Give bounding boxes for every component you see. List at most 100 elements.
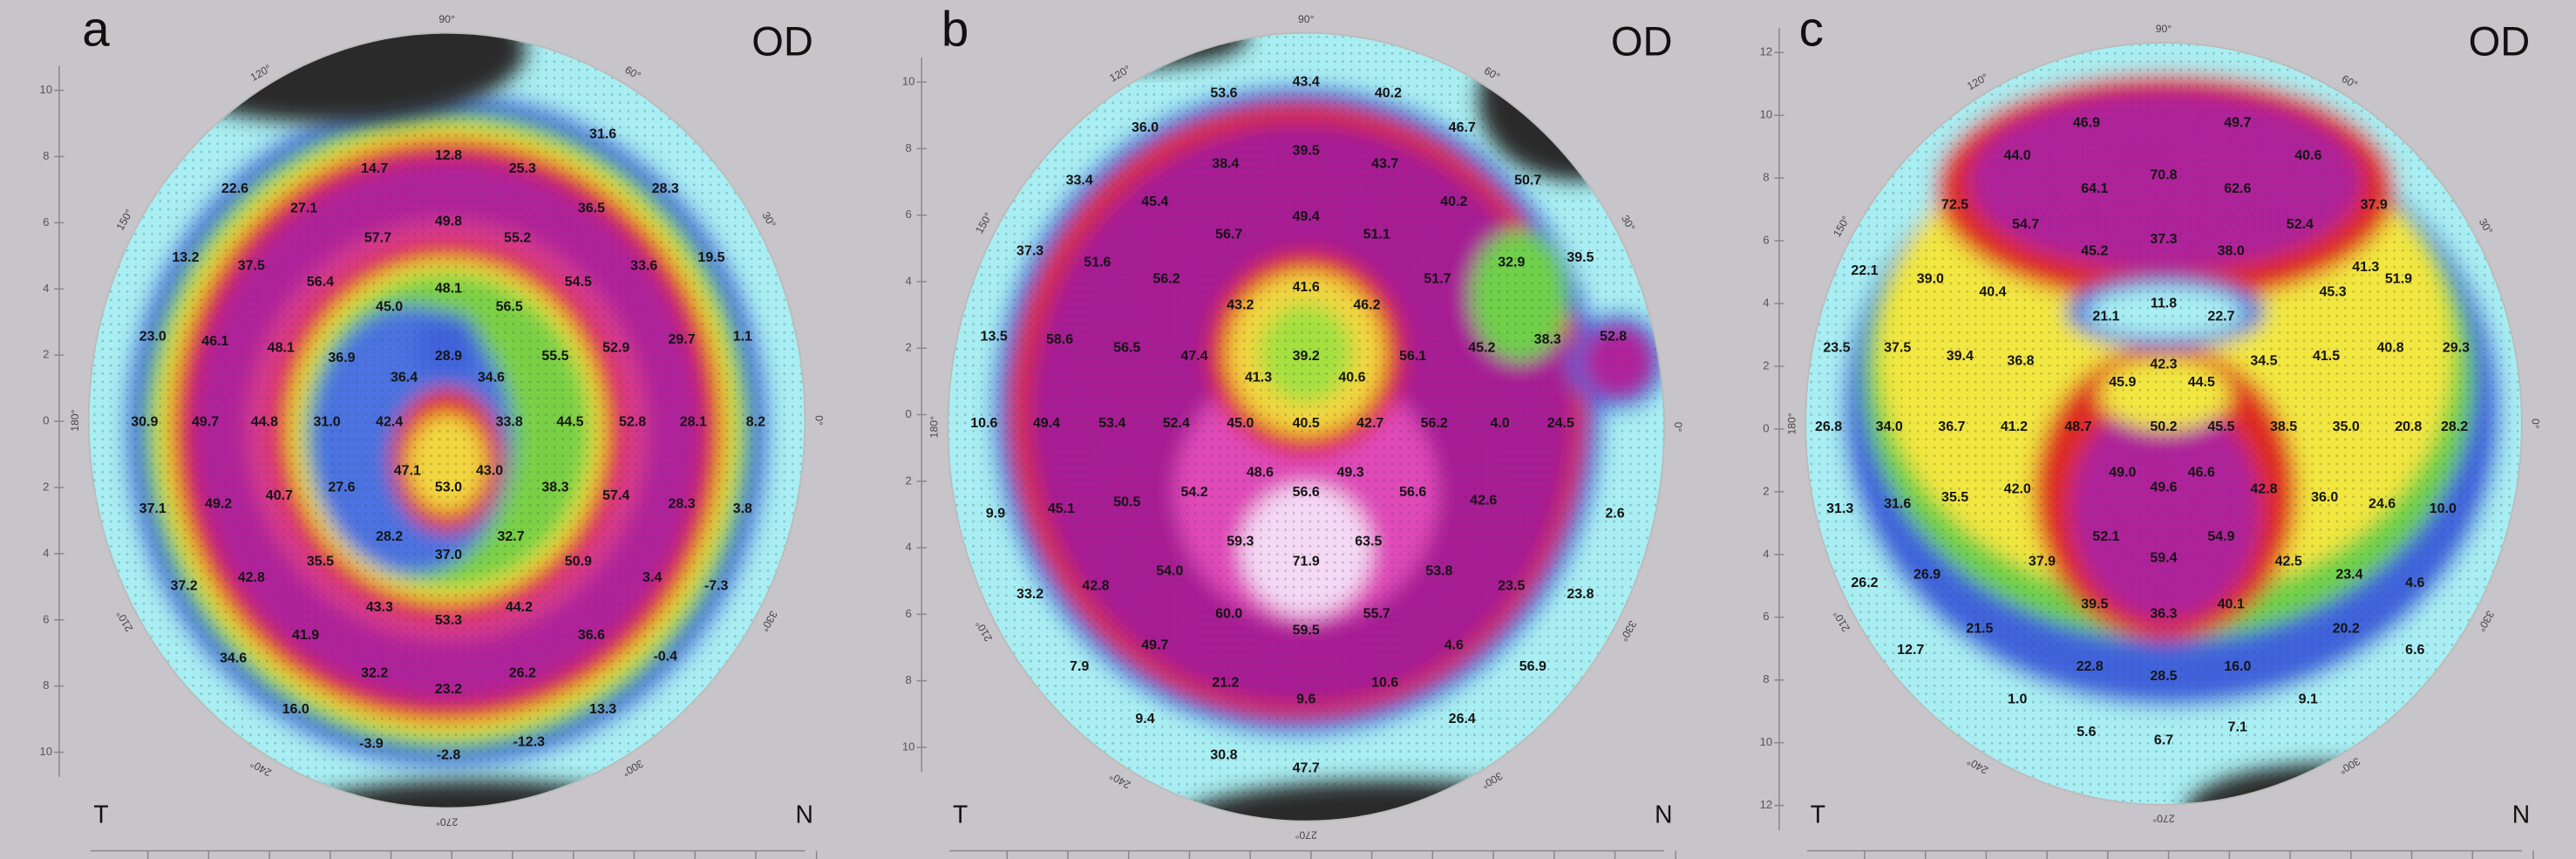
map-value: 28.1	[680, 414, 707, 429]
map-value: 28.5	[2150, 669, 2177, 684]
angle-label: 270°	[1295, 829, 1316, 842]
map-value: 40.2	[1375, 86, 1402, 101]
map-value: 49.7	[2224, 115, 2251, 130]
map-value: 54.7	[2012, 217, 2039, 232]
axis-label: 10	[902, 740, 915, 753]
map-value: 55.7	[1363, 607, 1390, 622]
map-value: 50.7	[1514, 173, 1541, 187]
topography-panel: 10 8 6 4 2 0 2 4 6 8 10 90° 120° 60° 150° 30° 180° 0° 210°…	[39, 2, 825, 859]
map-value: 28.2	[2441, 419, 2468, 434]
map-value: 56.5	[496, 299, 523, 314]
map-value: 64.1	[2081, 181, 2108, 196]
angle-label: 120°	[248, 62, 274, 84]
map-value: 41.2	[2001, 419, 2028, 434]
map-value: 45.0	[1227, 416, 1254, 431]
map-value: 56.2	[1152, 271, 1179, 286]
map-value: 55.5	[541, 349, 568, 364]
map-value: 56.6	[1399, 485, 1426, 500]
map-value: 31.6	[1884, 496, 1911, 511]
map-value: 38.0	[2218, 243, 2245, 258]
angle-label: 150°	[1831, 214, 1852, 239]
map-value: 54.2	[1181, 485, 1208, 500]
dot-overlay	[948, 32, 1665, 822]
map-value: -2.8	[437, 748, 461, 763]
map-value: 10.6	[970, 416, 997, 431]
map-value: 42.4	[376, 414, 403, 429]
color-map	[948, 32, 1665, 822]
map-value: 16.0	[2224, 659, 2251, 674]
map-value: 52.8	[619, 414, 646, 429]
angle-label: 270°	[436, 815, 458, 828]
map-value: 36.0	[2311, 490, 2338, 505]
map-value: 27.6	[328, 481, 355, 495]
map-value: 39.4	[1947, 349, 1974, 364]
axis-label: 6	[43, 612, 49, 625]
map-value: 46.9	[2073, 115, 2100, 130]
map-value: 3.4	[642, 570, 662, 585]
angle-label: 60°	[622, 64, 642, 82]
angle-label: 30°	[2477, 216, 2495, 236]
color-map	[88, 32, 805, 808]
axis-label: 2	[905, 341, 911, 354]
axis-label: 8	[905, 673, 911, 686]
map-value: 59.3	[1227, 535, 1254, 549]
map-value: 36.5	[578, 201, 605, 215]
map-value: 26.2	[1851, 576, 1878, 590]
temporal-label: T	[93, 801, 108, 828]
angle-label: 210°	[114, 609, 136, 634]
map-value: 52.4	[2287, 217, 2314, 232]
map-value: 45.0	[376, 299, 403, 314]
nasal-label: N	[795, 801, 812, 828]
angle-label: 150°	[114, 207, 136, 232]
map-value: 50.5	[1113, 495, 1140, 510]
map-value: 25.3	[509, 161, 536, 176]
map-value: 36.0	[1132, 120, 1159, 135]
map-value: 43.4	[1293, 74, 1320, 89]
map-value: 36.4	[391, 370, 418, 385]
color-map	[1805, 42, 2522, 805]
map-value: 31.6	[589, 127, 616, 142]
map-value: 53.8	[1425, 564, 1452, 579]
map-value: 44.2	[506, 600, 533, 615]
map-value: 4.6	[2405, 576, 2424, 590]
temporal-label: T	[1811, 801, 1825, 828]
map-value: 34.6	[478, 370, 505, 385]
map-value: 39.2	[1293, 349, 1320, 364]
map-value: 30.8	[1210, 748, 1237, 763]
angle-label: 120°	[1107, 63, 1132, 85]
axis-label: 2	[1763, 484, 1769, 497]
axis-label: 8	[43, 149, 49, 162]
axis-label: 12	[1760, 798, 1773, 811]
map-value: 60.0	[1215, 607, 1242, 622]
map-value: 45.4	[1141, 194, 1168, 209]
map-value: 49.7	[1141, 637, 1168, 652]
map-value: 3.8	[733, 501, 752, 516]
map-value: 40.7	[266, 488, 293, 503]
map-value: 49.2	[205, 496, 232, 511]
angle-label: 90°	[438, 13, 455, 25]
map-value: 54.9	[2207, 529, 2234, 544]
map-value: 8.2	[746, 414, 765, 429]
map-value: 31.0	[313, 414, 340, 429]
map-value: 53.4	[1098, 416, 1125, 431]
map-value: 26.2	[509, 665, 536, 680]
map-value: 42.6	[1470, 494, 1497, 508]
map-value: 34.6	[220, 651, 247, 665]
map-value: 36.9	[328, 351, 355, 365]
map-value: 46.6	[2188, 466, 2215, 481]
map-value: 51.6	[1084, 256, 1111, 270]
angle-label: 180°	[1785, 412, 1798, 434]
eye-label: OD	[1611, 17, 1673, 64]
map-value: -3.9	[359, 736, 384, 751]
axis-label: 10	[1760, 108, 1773, 121]
map-value: 43.0	[476, 464, 503, 479]
map-value: 7.9	[1070, 659, 1089, 674]
map-value: 41.5	[2313, 349, 2340, 364]
map-value: 29.7	[669, 332, 696, 347]
angle-label: 210°	[973, 618, 995, 644]
map-value: 27.1	[290, 201, 317, 215]
map-value: 56.2	[1421, 416, 1448, 431]
map-value: 56.9	[1519, 659, 1546, 674]
map-value: 36.7	[1938, 419, 1965, 434]
